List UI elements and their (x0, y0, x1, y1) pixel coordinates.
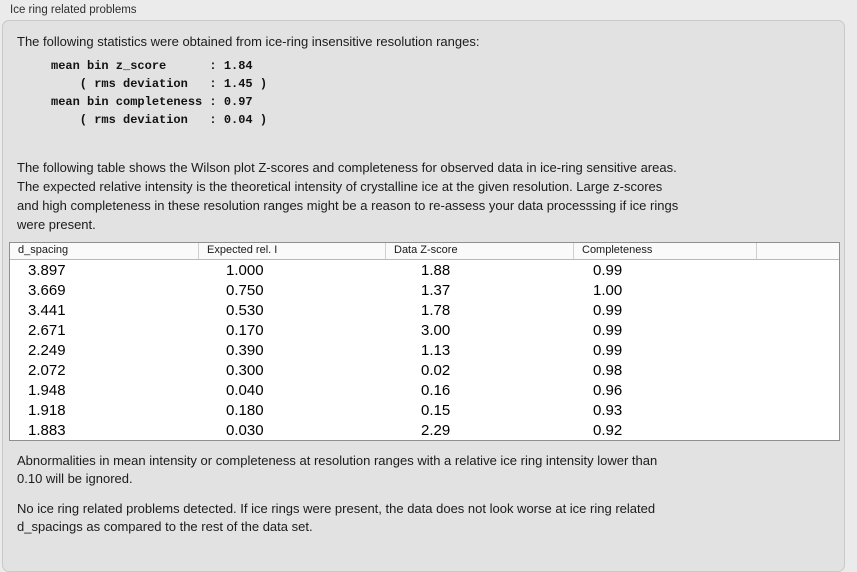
table-cell: 0.300 (226, 361, 264, 379)
table-cell: 1.000 (226, 261, 264, 279)
table-cell: 0.16 (421, 381, 451, 399)
table-cell: 1.78 (421, 301, 451, 319)
table-cell: 1.948 (28, 381, 66, 399)
table-row[interactable]: 3.897 1.000 1.88 0.99 (10, 260, 839, 280)
table-cell: 0.180 (226, 401, 264, 419)
table-cell: 0.030 (226, 421, 264, 439)
table-cell: 0.040 (226, 381, 264, 399)
intro-text: The following statistics were obtained f… (17, 34, 480, 49)
table-cell: 0.15 (421, 401, 451, 419)
table-cell: 3.441 (28, 301, 66, 319)
table-cell: 0.93 (593, 401, 623, 419)
table-cell: 3.897 (28, 261, 66, 279)
table-cell: 0.99 (593, 341, 623, 359)
groupbox-title: Ice ring related problems (10, 4, 137, 16)
table-body: 3.897 1.000 1.88 0.99 3.669 0.750 1.37 1.00 3.44… (10, 260, 839, 440)
table-row[interactable]: 2.671 0.170 3.00 0.99 (10, 320, 839, 340)
table-cell: 0.750 (226, 281, 264, 299)
table-row[interactable]: 1.883 0.030 2.29 0.92 (10, 420, 839, 440)
table-cell: 0.99 (593, 321, 623, 339)
table-cell: 2.29 (421, 421, 451, 439)
table-cell: 1.37 (421, 281, 451, 299)
table-cell: 0.530 (226, 301, 264, 319)
table-cell: 0.98 (593, 361, 623, 379)
conclusion-text: No ice ring related problems detected. I… (17, 501, 656, 534)
table-cell: 0.02 (421, 361, 451, 379)
table-cell: 0.92 (593, 421, 623, 439)
table-row[interactable]: 3.669 0.750 1.37 1.00 (10, 280, 839, 300)
column-header-d-spacing[interactable]: d_spacing (10, 243, 199, 259)
stats-block: mean bin z_score : 1.84 ( rms deviation … (51, 59, 268, 127)
table-cell: 0.99 (593, 301, 623, 319)
table-description: The following table shows the Wilson plo… (17, 160, 679, 232)
table-cell: 3.669 (28, 281, 66, 299)
table-cell: 1.883 (28, 421, 66, 439)
table-cell: 2.249 (28, 341, 66, 359)
table-cell: 1.13 (421, 341, 451, 359)
column-header-data-z-score[interactable]: Data Z-score (386, 243, 574, 259)
table-cell: 1.88 (421, 261, 451, 279)
table-cell: 1.00 (593, 281, 623, 299)
table-cell: 0.170 (226, 321, 264, 339)
table-row[interactable]: 1.918 0.180 0.15 0.93 (10, 400, 839, 420)
table-cell: 1.918 (28, 401, 66, 419)
ice-ring-table[interactable]: d_spacing Expected rel. I Data Z-score C… (9, 242, 840, 441)
ice-ring-groupbox: The following statistics were obtained f… (2, 20, 845, 572)
table-row[interactable]: 3.441 0.530 1.78 0.99 (10, 300, 839, 320)
table-cell: 0.99 (593, 261, 623, 279)
column-header-filler (757, 243, 839, 259)
table-row[interactable]: 1.948 0.040 0.16 0.96 (10, 380, 839, 400)
table-row[interactable]: 2.249 0.390 1.13 0.99 (10, 340, 839, 360)
table-cell: 2.671 (28, 321, 66, 339)
table-header-row: d_spacing Expected rel. I Data Z-score C… (10, 243, 839, 260)
table-row[interactable]: 2.072 0.300 0.02 0.98 (10, 360, 839, 380)
table-cell: 3.00 (421, 321, 451, 339)
table-cell: 2.072 (28, 361, 66, 379)
column-header-completeness[interactable]: Completeness (574, 243, 757, 259)
table-cell: 0.96 (593, 381, 623, 399)
column-header-expected-rel-i[interactable]: Expected rel. I (199, 243, 386, 259)
ignore-note: Abnormalities in mean intensity or compl… (17, 453, 658, 486)
table-cell: 0.390 (226, 341, 264, 359)
